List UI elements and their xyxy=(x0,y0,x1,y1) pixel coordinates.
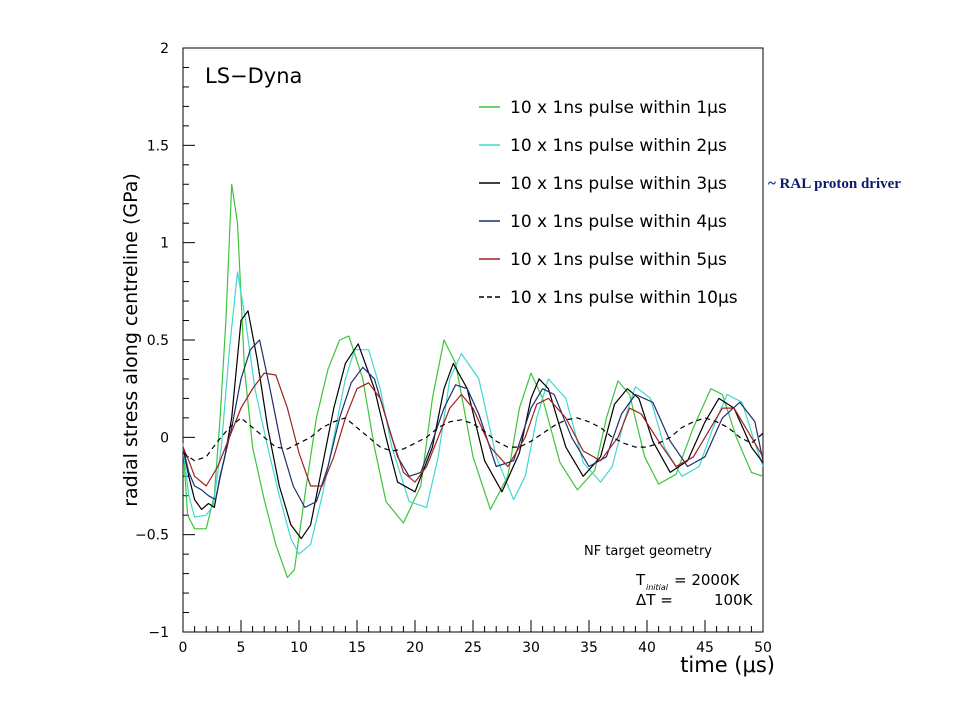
series-line-5 xyxy=(182,372,764,487)
series-line-3 xyxy=(182,310,764,540)
legend: 10 x 1ns pulse within 1μs 10 x 1ns pulse … xyxy=(479,98,738,308)
x-axis-label: time (μs) xyxy=(680,653,775,677)
y-tick-label: −0.5 xyxy=(135,528,169,544)
y-tick-label: −1 xyxy=(148,625,169,641)
legend-label: 10 x 1ns pulse within 10μs xyxy=(510,288,738,308)
notes-box: NF target geometry T initial = 2000K ΔT … xyxy=(584,544,754,609)
chart-title: LS−Dyna xyxy=(205,64,302,88)
y-tick-label: 2 xyxy=(160,41,169,57)
axis-ticks xyxy=(182,47,764,633)
series-line-2 xyxy=(182,271,764,555)
y-tick-label: 1 xyxy=(160,236,169,252)
x-tick-label: 30 xyxy=(522,640,540,656)
legend-label: 10 x 1ns pulse within 4μs xyxy=(510,212,727,232)
note-t-initial-symbol: T xyxy=(635,571,646,589)
y-axis-label: radial stress along centreline (GPa) xyxy=(120,173,142,507)
y-tick-label: 0.5 xyxy=(147,333,169,349)
x-tick-label: 0 xyxy=(179,640,188,656)
annotation-label: ~ RAL proton driver xyxy=(768,176,901,192)
y-tick-label: 1.5 xyxy=(147,138,169,154)
note-delta-t-label: ΔT = xyxy=(636,591,673,609)
legend-label: 10 x 1ns pulse within 3μs xyxy=(510,174,727,194)
x-tick-label: 25 xyxy=(464,640,482,656)
note-t-initial-subscript: initial xyxy=(646,583,669,592)
series-line-1 xyxy=(182,183,764,579)
tick-labels: 0 5 10 15 20 25 30 35 40 45 50 −1 −0.5 0 0.5 1 1.5 2 xyxy=(135,41,772,656)
series-line-6 xyxy=(182,417,764,462)
x-tick-label: 45 xyxy=(696,640,714,656)
note-geometry: NF target geometry xyxy=(584,544,712,559)
legend-label: 10 x 1ns pulse within 2μs xyxy=(510,136,727,156)
x-tick-label: 15 xyxy=(348,640,366,656)
legend-label: 10 x 1ns pulse within 1μs xyxy=(510,98,727,118)
x-tick-label: 40 xyxy=(638,640,656,656)
x-tick-label: 5 xyxy=(237,640,246,656)
legend-label: 10 x 1ns pulse within 5μs xyxy=(510,250,727,270)
x-tick-label: 20 xyxy=(406,640,424,656)
note-delta-t-value: 100K xyxy=(714,591,754,609)
note-t-initial-value: = 2000K xyxy=(674,571,741,589)
y-tick-label: 0 xyxy=(160,430,169,446)
x-tick-label: 10 xyxy=(290,640,308,656)
series-lines xyxy=(182,183,764,579)
x-tick-label: 35 xyxy=(580,640,598,656)
series-line-4 xyxy=(182,339,764,508)
x-tick-label: 50 xyxy=(754,640,772,656)
